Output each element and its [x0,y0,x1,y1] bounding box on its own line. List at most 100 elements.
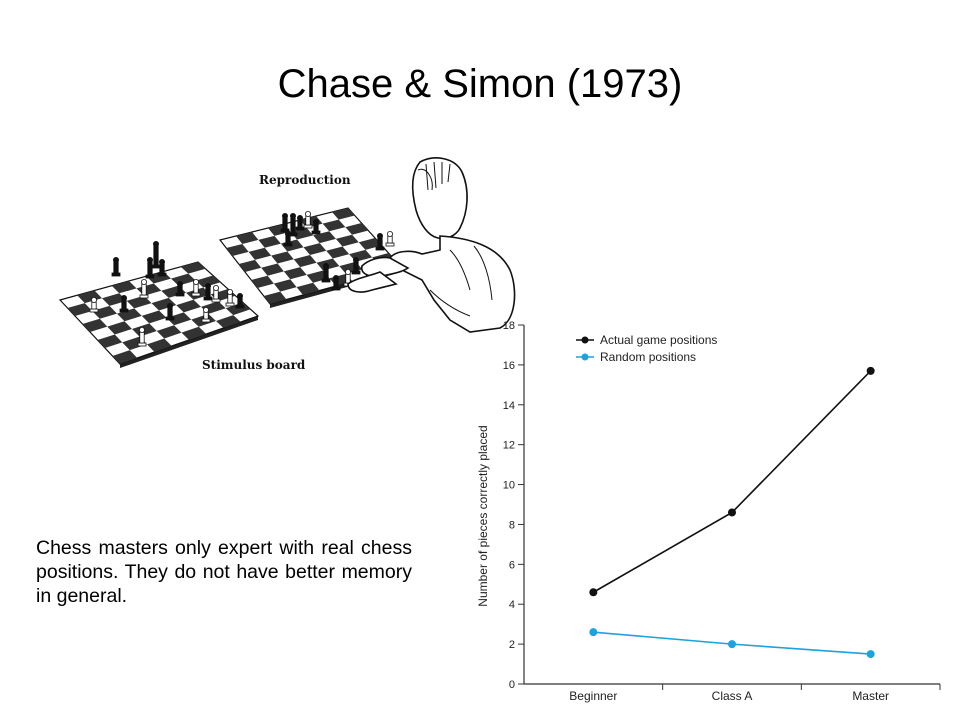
legend-entry: Random positions [600,350,696,364]
chart-axes [523,325,940,685]
board-square [82,318,108,332]
caption-text: Chess masters only expert with real ches… [36,537,412,607]
chart-series [589,366,875,659]
chess-piece-body [387,235,393,244]
board-square [335,234,359,247]
chess-piece-body [203,311,209,320]
chess-piece-base [295,226,305,231]
chess-piece-head [296,215,303,222]
board-square [303,243,327,255]
board-square [141,310,167,324]
chart-legend: Actual game positions Random positions [576,333,717,364]
chess-piece-base [191,292,201,297]
chess-piece-body [177,285,183,294]
chess-piece-body [297,219,303,228]
chess-piece-head [304,211,311,218]
y-tick-label: 0 [509,679,515,691]
chess-piece-head [91,296,98,303]
chess-piece-head [281,213,288,220]
chess-piece-body [167,307,173,318]
chess-piece-body [377,237,383,248]
y-tick-label: 10 [503,480,515,492]
chess-piece-body [205,287,211,298]
chess-piece-head [202,306,209,313]
y-tick-label: 8 [509,519,515,531]
board-square [261,263,284,276]
child-figure [347,157,516,333]
y-tick-label: 18 [503,320,515,332]
board-square [290,227,314,240]
chess-piece-base [211,298,221,303]
x-axis-ticks: Beginner Class A Master [569,684,941,703]
y-tick-label: 16 [503,360,515,372]
reproduction-label: Reproduction [259,173,351,187]
chess-piece-body [285,235,291,244]
chess-piece-head [141,278,148,285]
chess-piece-body [345,273,351,284]
legend-swatch-marker [581,336,589,344]
chess-piece-base [201,318,211,323]
chess-piece-head [121,294,128,301]
chess-piece-head [289,213,296,220]
chess-piece-head [352,257,359,264]
chess-piece-base [235,304,245,309]
board-square [296,282,320,295]
chess-piece-head [166,302,173,309]
y-tick-label: 6 [509,559,515,571]
chess-piece-body [193,283,199,294]
board-square [176,299,201,313]
board-square [248,247,272,260]
board-square [67,303,93,316]
stimulus-board-label: Stimulus board [202,358,306,372]
data-point [728,640,736,649]
chess-piece-base [89,308,99,313]
slide-title: Chase & Simon (1973) [277,62,683,106]
chess-piece-base [165,316,175,321]
board-square [107,321,132,335]
chess-piece-head [158,259,165,266]
chess-piece-base [225,302,235,307]
y-tick-label: 4 [509,599,515,611]
chess-piece-body [121,299,127,310]
data-point [866,366,875,375]
y-axis-label: Number of pieces correctly placed [476,425,490,606]
chess-piece-base [145,274,155,279]
chess-piece-body [290,217,296,234]
chess-piece-body [282,217,288,230]
chess-piece-base [283,242,293,247]
chess-piece-head [212,284,219,291]
board-square [111,281,137,294]
chess-piece-head [147,257,154,264]
board-square [92,305,117,319]
chess-piece-base [351,270,361,275]
board-square [126,295,152,309]
board-square [251,275,274,288]
chess-piece-base [321,278,331,283]
board-square [117,308,142,322]
chess-piece-body [323,267,329,280]
chess-piece-head [312,219,319,226]
chess-piece-head [204,282,211,289]
chess-piece-base [203,296,213,301]
chess-experiment-illustration: Reproduction Stimulus board [58,157,516,372]
chess-piece-head [376,233,383,240]
series-line [592,370,872,593]
chess-piece-body [213,289,219,300]
board-square [171,273,196,286]
chess-pieces [89,211,395,347]
chess-piece-body [91,301,97,310]
reproduction-board [218,207,404,308]
board-square [293,255,317,268]
chess-piece-head [344,269,351,276]
board-square [181,326,207,340]
board-square [216,315,241,328]
board-square [283,267,307,280]
x-tick-label: Master [852,689,889,703]
board-square [345,223,369,235]
chess-piece-base [119,308,129,313]
board-square [156,325,182,339]
y-tick-label: 12 [503,440,515,452]
board-square [332,208,355,220]
chess-piece-body [113,261,119,274]
chess-piece-body [227,293,233,304]
